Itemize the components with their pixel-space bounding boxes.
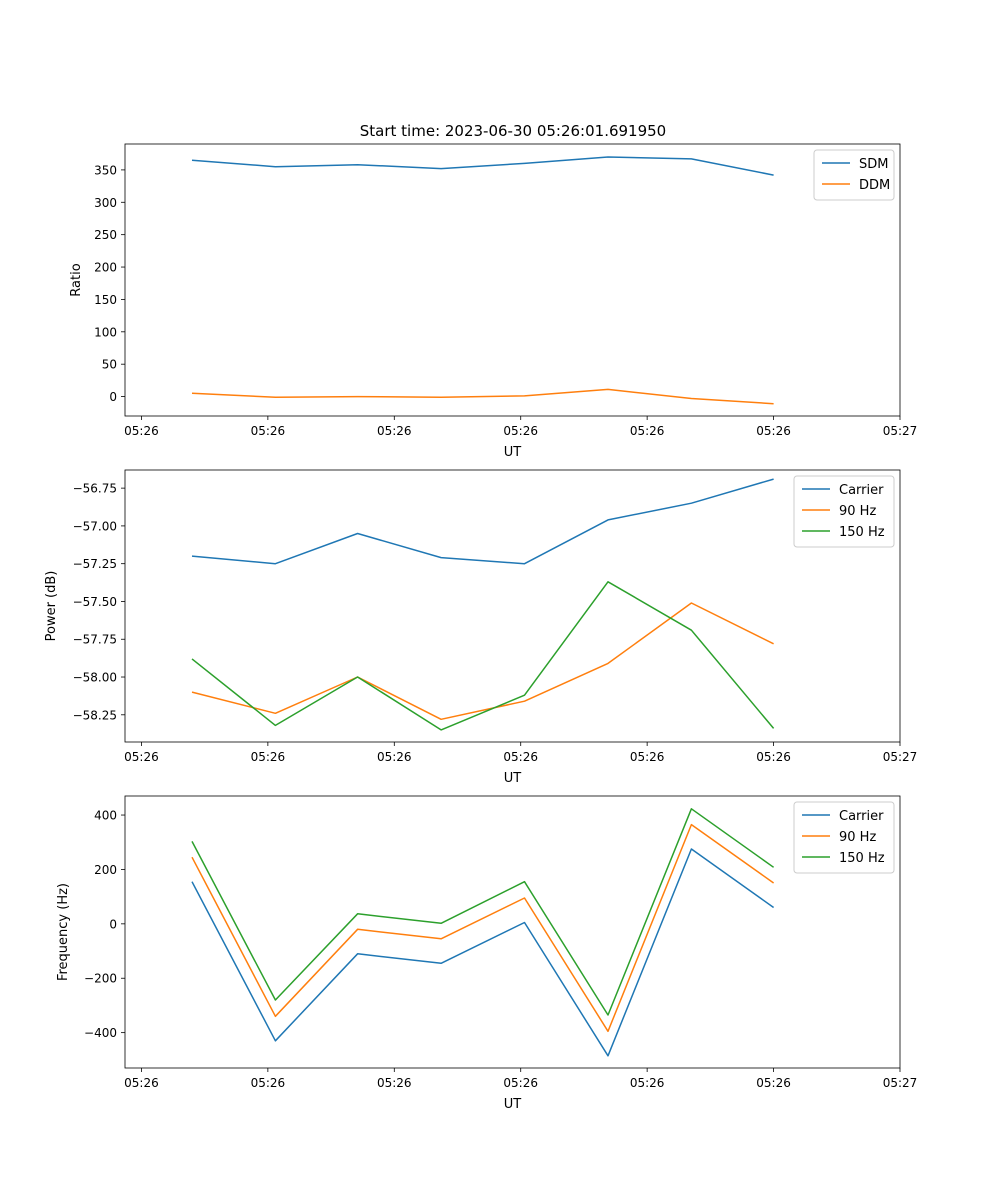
subplot-3: 05:26 05:26 05:26 05:26 05:26 05:26 05:27 −400 −… bbox=[56, 795, 918, 1112]
series-line-ddm bbox=[191, 388, 774, 405]
y-tick-label: 200 bbox=[94, 261, 117, 275]
legend-label: SDM bbox=[859, 157, 888, 172]
x-tick-label: 05:26 bbox=[377, 424, 412, 438]
legend-label: 150 Hz bbox=[839, 525, 885, 540]
y-tick-label: −58.00 bbox=[73, 671, 117, 685]
x-tick-label: 05:27 bbox=[883, 424, 918, 438]
x-tick-label: 05:26 bbox=[756, 750, 791, 764]
series-line-150-hz bbox=[191, 808, 775, 1016]
y-tick-label: 350 bbox=[94, 163, 117, 177]
y-tick-label: 100 bbox=[94, 325, 117, 339]
subplot-1: 05:26 05:26 05:26 05:26 05:26 05:26 05:27 0 50 10… bbox=[69, 143, 918, 460]
series-line-150-hz bbox=[191, 581, 775, 731]
y-tick-label: 300 bbox=[94, 196, 117, 210]
y-axis-label: Frequency (Hz) bbox=[56, 883, 71, 981]
x-tick-label: 05:26 bbox=[124, 750, 159, 764]
x-tick-label: 05:26 bbox=[251, 1076, 286, 1090]
legend-label: Carrier bbox=[839, 809, 884, 824]
x-tick-label: 05:26 bbox=[503, 424, 538, 438]
y-tick-label: −200 bbox=[84, 972, 117, 986]
axes-frame bbox=[124, 469, 901, 743]
x-tick-label: 05:26 bbox=[630, 750, 665, 764]
legend: Carrier 90 Hz 150 Hz bbox=[793, 801, 895, 874]
axes-frame bbox=[124, 795, 901, 1069]
y-tick-label: −57.25 bbox=[73, 557, 117, 571]
series-line-90-hz bbox=[191, 823, 775, 1033]
y-tick-label: −58.25 bbox=[73, 708, 117, 722]
y-tick-label: 400 bbox=[94, 809, 117, 823]
legend-box bbox=[793, 475, 895, 548]
y-tick-label: 50 bbox=[102, 358, 117, 372]
y-axis-label: Ratio bbox=[69, 263, 84, 296]
x-tick-label: 05:26 bbox=[630, 1076, 665, 1090]
y-tick-label: 0 bbox=[109, 917, 117, 931]
x-axis-label: UT bbox=[504, 1097, 522, 1112]
axes-frame bbox=[124, 143, 901, 417]
x-tick-label: 05:26 bbox=[251, 424, 286, 438]
series-line-sdm bbox=[191, 156, 774, 176]
x-tick-label: 05:26 bbox=[756, 1076, 791, 1090]
y-tick-label: 200 bbox=[94, 863, 117, 877]
y-tick-label: 150 bbox=[94, 293, 117, 307]
x-tick-label: 05:27 bbox=[883, 750, 918, 764]
y-tick-label: −56.75 bbox=[73, 482, 117, 496]
x-tick-label: 05:26 bbox=[756, 424, 791, 438]
legend: SDM DDM bbox=[813, 149, 895, 201]
y-tick-label: −400 bbox=[84, 1026, 117, 1040]
x-axis-label: UT bbox=[504, 771, 522, 786]
series-line-90-hz bbox=[191, 602, 774, 721]
x-tick-label: 05:26 bbox=[503, 750, 538, 764]
series-line-carrier bbox=[191, 478, 774, 565]
legend-box bbox=[793, 801, 895, 874]
legend-label: 150 Hz bbox=[839, 851, 885, 866]
x-tick-label: 05:26 bbox=[124, 424, 159, 438]
y-tick-label: 0 bbox=[109, 390, 117, 404]
x-tick-label: 05:26 bbox=[124, 1076, 159, 1090]
y-tick-label: 250 bbox=[94, 228, 117, 242]
legend-label: DDM bbox=[859, 178, 890, 193]
legend-label: 90 Hz bbox=[839, 504, 876, 519]
subplot-2: 05:26 05:26 05:26 05:26 05:26 05:26 05:27 −58.2… bbox=[44, 469, 918, 786]
y-tick-label: −57.00 bbox=[73, 519, 117, 533]
y-axis-label: Power (dB) bbox=[44, 571, 59, 642]
figure-title: Start time: 2023-06-30 05:26:01.691950 bbox=[360, 122, 666, 140]
y-tick-label: −57.50 bbox=[73, 595, 117, 609]
legend: Carrier 90 Hz 150 Hz bbox=[793, 475, 895, 548]
x-tick-label: 05:26 bbox=[377, 1076, 412, 1090]
x-tick-label: 05:26 bbox=[630, 424, 665, 438]
y-tick-label: −57.75 bbox=[73, 633, 117, 647]
legend-label: 90 Hz bbox=[839, 830, 876, 845]
x-tick-label: 05:26 bbox=[377, 750, 412, 764]
x-axis-label: UT bbox=[504, 445, 522, 460]
x-tick-label: 05:27 bbox=[883, 1076, 918, 1090]
x-tick-label: 05:26 bbox=[251, 750, 286, 764]
plots-group: 05:26 05:26 05:26 05:26 05:26 05:26 05:27 0 50 10… bbox=[44, 143, 918, 1112]
series-line-carrier bbox=[191, 848, 775, 1057]
x-tick-label: 05:26 bbox=[503, 1076, 538, 1090]
legend-label: Carrier bbox=[839, 483, 884, 498]
